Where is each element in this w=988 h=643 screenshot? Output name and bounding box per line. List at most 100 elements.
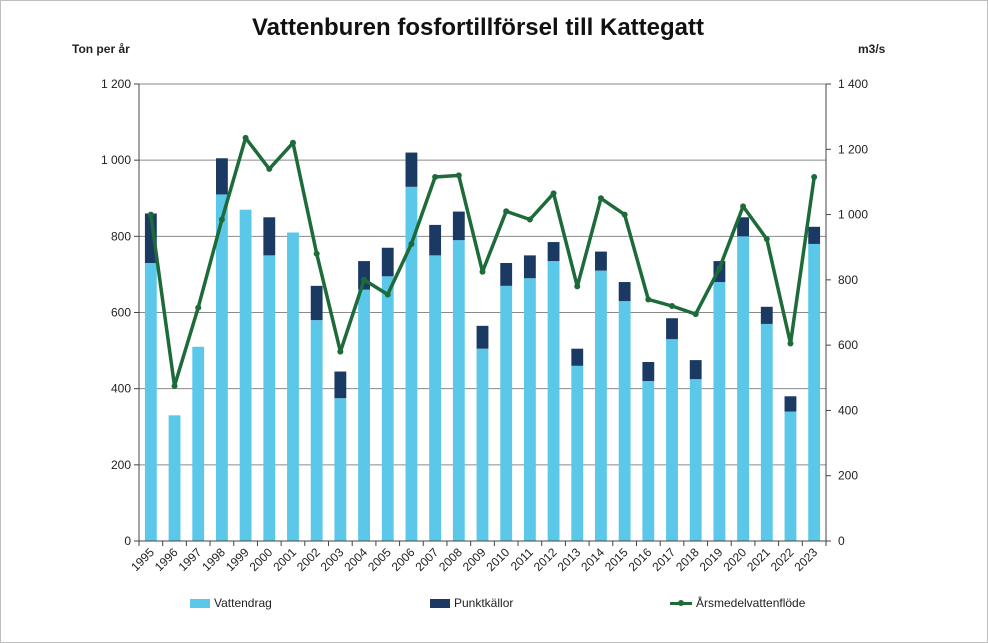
bar-punktk-llor-2018 bbox=[689, 360, 702, 380]
legend-swatch-vattendrag bbox=[190, 598, 210, 608]
x-tick-label-2007: 2007 bbox=[412, 545, 441, 574]
bar-punktk-llor-2008 bbox=[452, 211, 465, 241]
bar-punktk-llor-2010 bbox=[500, 262, 513, 286]
line-point-2023 bbox=[811, 174, 818, 181]
x-tick-label-2012: 2012 bbox=[531, 545, 560, 574]
right-tick-label: 1 000 bbox=[838, 208, 868, 222]
bar-punktk-llor-2002 bbox=[310, 285, 323, 321]
line-point-2020 bbox=[740, 203, 747, 210]
x-tick-label-2019: 2019 bbox=[697, 545, 726, 574]
legend-item-punktkallor: Punktkällor bbox=[430, 596, 513, 610]
left-axis-label: Ton per år bbox=[72, 42, 130, 56]
x-tick-label-2000: 2000 bbox=[247, 545, 276, 574]
x-tick-label-2002: 2002 bbox=[294, 545, 323, 574]
line-point-2003 bbox=[337, 348, 344, 355]
bar-vattendrag-2019 bbox=[713, 282, 726, 541]
bar-punktk-llor-2021 bbox=[760, 306, 773, 324]
legend-label-punktkallor: Punktkällor bbox=[454, 596, 514, 610]
x-tick-label-2009: 2009 bbox=[460, 545, 489, 574]
bar-punktk-llor-2009 bbox=[476, 325, 489, 349]
line-point-2001 bbox=[289, 139, 296, 146]
line-point-2008 bbox=[455, 172, 462, 179]
bar-vattendrag-2009 bbox=[476, 348, 489, 541]
bar-vattendrag-2013 bbox=[571, 365, 584, 541]
line-point-2006 bbox=[408, 240, 415, 247]
x-tick-label-2018: 2018 bbox=[673, 545, 702, 574]
bar-vattendrag-1999 bbox=[239, 209, 252, 542]
line-point-2016 bbox=[645, 296, 652, 303]
right-tick-label: 800 bbox=[838, 273, 858, 287]
bar-vattendrag-2003 bbox=[334, 398, 347, 541]
bar-punktk-llor-2015 bbox=[618, 282, 631, 302]
legend-label-arsmedelvattenflode: Årsmedelvattenflöde bbox=[696, 596, 806, 610]
x-tick-label-2020: 2020 bbox=[720, 545, 749, 574]
line-point-2002 bbox=[313, 250, 320, 257]
bar-punktk-llor-1998 bbox=[215, 158, 228, 195]
x-tick-label-2003: 2003 bbox=[318, 545, 347, 574]
bar-vattendrag-1998 bbox=[215, 194, 228, 542]
bar-vattendrag-2015 bbox=[618, 301, 631, 541]
x-tick-label-2014: 2014 bbox=[578, 545, 607, 574]
bar-punktk-llor-2000 bbox=[263, 217, 276, 256]
right-axis-label: m3/s bbox=[858, 42, 886, 56]
x-tick-label-1999: 1999 bbox=[223, 545, 252, 574]
chart-title: Vattenburen fosfortillförsel till Katteg… bbox=[251, 14, 705, 41]
line-point-2010 bbox=[503, 208, 510, 215]
bar-punktk-llor-2017 bbox=[666, 318, 678, 340]
right-tick-label: 1 400 bbox=[838, 77, 868, 91]
bar-vattendrag-2011 bbox=[523, 278, 536, 541]
x-tick-label-2017: 2017 bbox=[649, 545, 678, 574]
bar-punktk-llor-2003 bbox=[334, 371, 347, 399]
bar-punktk-llor-2004 bbox=[358, 261, 370, 290]
x-tick-label-2010: 2010 bbox=[484, 545, 513, 574]
bar-punktk-llor-2022 bbox=[784, 396, 797, 412]
x-tick-label-2013: 2013 bbox=[555, 545, 584, 574]
bar-vattendrag-2014 bbox=[595, 270, 607, 541]
right-tick-label: 1 200 bbox=[838, 142, 868, 156]
right-tick-label: 600 bbox=[838, 338, 858, 352]
bar-vattendrag-2001 bbox=[287, 232, 299, 541]
bar-punktk-llor-1995 bbox=[144, 213, 157, 263]
left-tick-label: 1 000 bbox=[101, 153, 131, 167]
line-point-2004 bbox=[361, 276, 368, 283]
right-tick-label: 0 bbox=[838, 534, 845, 548]
bar-vattendrag-1995 bbox=[144, 262, 157, 541]
x-tick-label-2008: 2008 bbox=[436, 545, 465, 574]
bar-punktk-llor-2007 bbox=[429, 224, 442, 256]
line-point-2009 bbox=[479, 268, 486, 275]
right-tick-label: 400 bbox=[838, 403, 858, 417]
x-tick-label-2016: 2016 bbox=[626, 545, 655, 574]
line-point-1997 bbox=[195, 304, 202, 311]
bar-vattendrag-2023 bbox=[808, 243, 821, 541]
line-point-2005 bbox=[384, 291, 391, 298]
x-tick-label-1998: 1998 bbox=[199, 545, 228, 574]
bar-vattendrag-2002 bbox=[310, 320, 323, 541]
legend-item-arsmedelvattenflode: Årsmedelvattenflöde bbox=[670, 596, 805, 610]
bar-vattendrag-2007 bbox=[429, 255, 442, 541]
line-point-2019 bbox=[716, 265, 723, 272]
bar-punktk-llor-2016 bbox=[642, 362, 655, 382]
bar-vattendrag-2020 bbox=[737, 236, 750, 542]
x-tick-label-2022: 2022 bbox=[768, 545, 797, 574]
x-tick-label-2015: 2015 bbox=[602, 545, 631, 574]
line-point-1999 bbox=[242, 134, 249, 141]
x-tick-label-1995: 1995 bbox=[128, 545, 157, 574]
x-tick-label-2021: 2021 bbox=[744, 545, 773, 574]
line-point-2012 bbox=[550, 190, 557, 197]
bar-punktk-llor-2011 bbox=[523, 255, 536, 279]
line-point-2000 bbox=[266, 165, 273, 172]
line-point-2015 bbox=[621, 211, 628, 218]
x-tick-label-2006: 2006 bbox=[389, 545, 418, 574]
left-tick-label: 400 bbox=[111, 382, 131, 396]
x-tick-label-1996: 1996 bbox=[152, 545, 181, 574]
right-tick-label: 200 bbox=[838, 469, 858, 483]
bar-vattendrag-2022 bbox=[784, 411, 797, 541]
legend-swatch-punktkallor bbox=[430, 598, 450, 608]
bar-vattendrag-2010 bbox=[500, 285, 513, 541]
bar-vattendrag-1997 bbox=[192, 346, 205, 541]
left-tick-label: 1 200 bbox=[101, 77, 131, 91]
legend-label-vattendrag: Vattendrag bbox=[214, 596, 272, 610]
bar-punktk-llor-2012 bbox=[547, 242, 560, 262]
x-tick-label-2005: 2005 bbox=[365, 545, 394, 574]
